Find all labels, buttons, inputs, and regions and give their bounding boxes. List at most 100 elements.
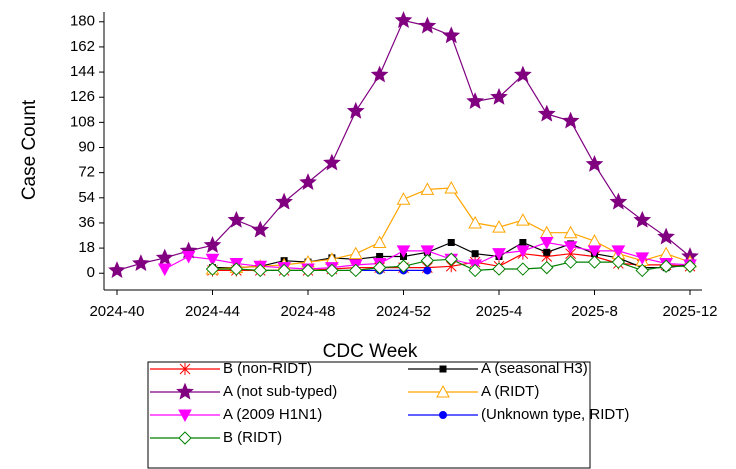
marker-star <box>323 153 341 171</box>
y-tick-label: 108 <box>70 113 95 130</box>
marker-diamond <box>611 255 626 269</box>
marker-star <box>657 227 675 245</box>
marker-star <box>370 65 389 83</box>
marker-square <box>447 239 455 247</box>
legend-label: A (RIDT) <box>481 383 539 400</box>
marker-triangle <box>436 384 450 398</box>
marker-star <box>514 65 532 83</box>
x-axis-label: CDC Week <box>323 341 418 362</box>
marker-star <box>155 248 174 266</box>
legend-box <box>147 361 591 469</box>
marker-square <box>376 252 384 260</box>
x-tick-label: 2024-48 <box>280 303 335 320</box>
marker-star <box>299 173 317 190</box>
x-tick-label: 2024-44 <box>185 303 240 320</box>
marker-triangle <box>492 220 506 233</box>
marker-diamond <box>635 263 649 278</box>
marker-star <box>537 104 556 122</box>
marker-triangle-down <box>516 245 530 258</box>
legend-label: B (RIDT) <box>223 429 282 446</box>
marker-diamond <box>420 253 435 268</box>
marker-diamond <box>178 431 192 445</box>
marker-triangle <box>396 192 411 205</box>
marker-diamond <box>492 262 506 276</box>
marker-star <box>633 210 652 228</box>
marker-triangle <box>587 234 602 247</box>
marker-square <box>519 239 527 247</box>
x-tick-label: 2024-40 <box>89 303 144 320</box>
marker-triangle-down <box>635 252 650 265</box>
marker-diamond <box>301 263 315 278</box>
marker-star <box>346 101 365 119</box>
marker-square <box>439 365 447 373</box>
marker-square <box>352 255 360 263</box>
x-tick-label: 2025-12 <box>662 303 717 320</box>
marker-triangle-down <box>420 245 435 258</box>
marker-diamond <box>563 255 578 269</box>
marker-diamond <box>468 263 482 278</box>
marker-triangle <box>444 180 459 194</box>
y-tick-label: 54 <box>78 189 95 206</box>
marker-star <box>490 87 508 105</box>
marker-diamond <box>325 263 339 278</box>
marker-star <box>108 261 126 278</box>
marker-diamond <box>683 259 697 273</box>
marker-star <box>609 192 628 210</box>
marker-star <box>466 92 484 109</box>
marker-diamond <box>659 259 673 273</box>
y-axis-label: Case Count <box>19 99 40 200</box>
marker-star <box>418 16 437 34</box>
marker-triangle <box>516 213 530 226</box>
marker-square <box>543 248 551 256</box>
y-tick-label: 90 <box>78 138 95 155</box>
marker-star <box>176 382 194 400</box>
marker-diamond <box>253 263 267 278</box>
y-tick-label: 36 <box>78 214 95 231</box>
marker-diamond <box>396 259 411 273</box>
legend-label: A (seasonal H3) <box>481 360 588 377</box>
marker-triangle-down <box>539 237 554 250</box>
y-tick-label: 72 <box>78 164 95 181</box>
x-tick-label: 2025-8 <box>571 303 618 320</box>
marker-triangle <box>420 182 435 195</box>
marker-triangle-down <box>181 250 196 264</box>
marker-triangle <box>468 215 482 229</box>
marker-triangle <box>659 246 673 260</box>
legend-label: A (not sub-typed) <box>223 383 337 400</box>
marker-diamond <box>444 252 458 266</box>
legend-label: A (2009 H1N1) <box>223 406 322 423</box>
marker-diamond <box>516 262 530 276</box>
marker-triangle-down <box>396 245 411 258</box>
marker-diamond <box>587 255 602 269</box>
y-tick-label: 162 <box>70 38 95 55</box>
marker-diamond <box>540 260 554 275</box>
marker-square <box>471 250 479 258</box>
marker-star <box>585 154 604 172</box>
marker-circle <box>439 411 447 419</box>
marker-triangle-down <box>205 253 220 267</box>
y-tick-label: 180 <box>70 13 95 30</box>
marker-asterisk <box>179 363 191 375</box>
y-tick-label: 18 <box>78 239 95 256</box>
marker-triangle <box>348 246 363 260</box>
legend-label: B (non-RIDT) <box>223 360 312 377</box>
marker-diamond <box>349 263 363 278</box>
marker-star <box>275 192 293 210</box>
marker-star <box>561 111 580 129</box>
marker-star <box>203 235 222 253</box>
legend-label: (Unknown type, RIDT) <box>481 406 629 423</box>
marker-diamond <box>372 260 387 275</box>
marker-star <box>227 210 246 228</box>
marker-triangle-down <box>587 245 602 258</box>
marker-diamond <box>277 263 291 278</box>
series-line <box>116 19 691 271</box>
marker-triangle-down <box>563 241 578 254</box>
marker-triangle-down <box>157 263 172 277</box>
y-tick-label: 0 <box>87 264 95 281</box>
x-tick-label: 2025-4 <box>476 303 523 320</box>
marker-triangle-down <box>611 245 626 258</box>
marker-star <box>394 11 413 28</box>
y-tick-label: 126 <box>70 88 95 105</box>
marker-triangle-down <box>178 409 192 423</box>
